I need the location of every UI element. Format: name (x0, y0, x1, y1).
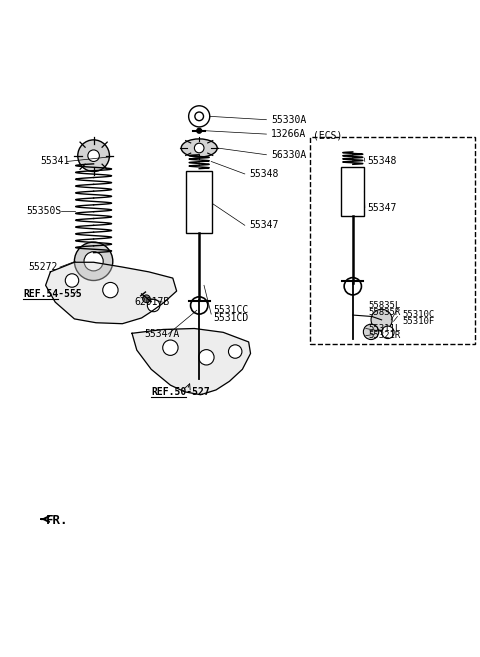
Text: 55835L: 55835L (369, 301, 401, 310)
Text: 5531CD: 5531CD (214, 313, 249, 323)
FancyBboxPatch shape (186, 171, 212, 233)
Circle shape (78, 140, 109, 171)
Circle shape (147, 299, 160, 311)
Text: REF.50-527: REF.50-527 (151, 387, 210, 397)
Circle shape (197, 128, 202, 133)
Polygon shape (46, 262, 177, 324)
Circle shape (143, 295, 150, 303)
Text: 55321R: 55321R (369, 331, 401, 340)
Ellipse shape (181, 139, 217, 157)
Text: 56330A: 56330A (271, 150, 306, 160)
FancyBboxPatch shape (341, 168, 364, 215)
Text: 55341: 55341 (41, 156, 70, 166)
Circle shape (194, 143, 204, 153)
Text: 55310F: 55310F (402, 317, 434, 326)
Text: 55347: 55347 (250, 220, 279, 231)
Circle shape (199, 350, 214, 365)
Text: 55311L: 55311L (369, 324, 401, 333)
Text: 55310C: 55310C (402, 309, 434, 319)
Circle shape (363, 324, 379, 340)
Circle shape (382, 326, 394, 338)
FancyBboxPatch shape (310, 137, 475, 344)
Text: 55272: 55272 (29, 262, 58, 272)
Text: 62017B: 62017B (134, 297, 169, 307)
Circle shape (74, 242, 113, 281)
Text: 55347A: 55347A (144, 329, 179, 339)
Text: 5531CC: 5531CC (214, 306, 249, 315)
Text: 55347: 55347 (367, 202, 396, 213)
Text: 55835R: 55835R (369, 308, 401, 317)
Circle shape (65, 274, 79, 287)
Text: 55348: 55348 (250, 169, 279, 179)
Circle shape (88, 150, 99, 162)
Text: 55350S: 55350S (26, 206, 61, 216)
Text: 55330A: 55330A (271, 115, 306, 125)
Text: REF.54-555: REF.54-555 (23, 289, 82, 299)
Text: (ECS): (ECS) (313, 130, 342, 141)
Circle shape (228, 345, 242, 358)
Text: FR.: FR. (46, 514, 68, 527)
Polygon shape (132, 328, 251, 395)
Circle shape (84, 252, 103, 271)
Circle shape (103, 283, 118, 298)
Text: 55348: 55348 (367, 156, 396, 166)
Circle shape (163, 340, 178, 355)
Text: 13266A: 13266A (271, 129, 306, 139)
Circle shape (371, 309, 392, 330)
